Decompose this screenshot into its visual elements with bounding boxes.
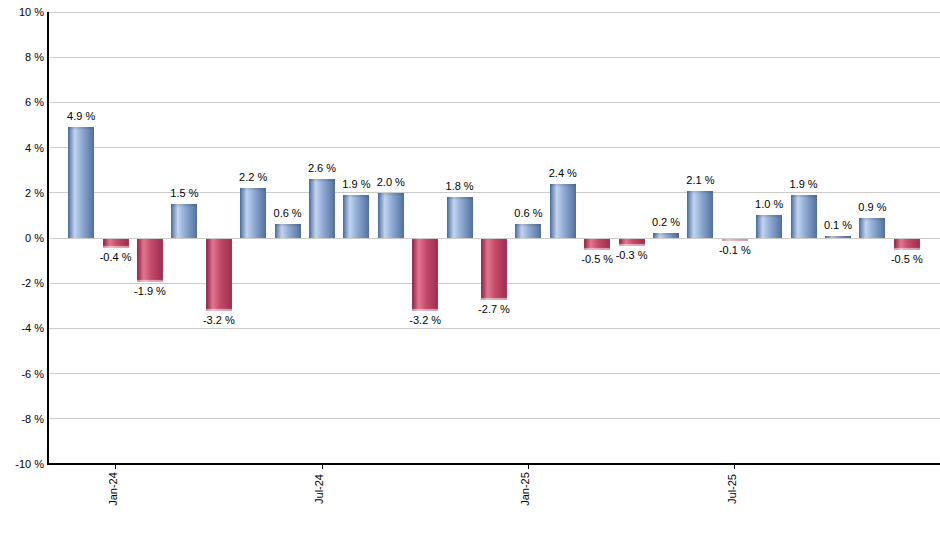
- bar[interactable]: [756, 215, 782, 238]
- bar[interactable]: [859, 218, 885, 238]
- bar-value-label: -0.4 %: [100, 251, 132, 264]
- bar-value-label: -0.3 %: [616, 249, 648, 262]
- bar-value-label: -0.1 %: [719, 244, 751, 257]
- bar-value-label: 0.1 %: [824, 219, 852, 232]
- bar-value-label: 0.6 %: [274, 207, 302, 220]
- gridline: [48, 12, 940, 13]
- bar[interactable]: [137, 239, 163, 282]
- gridline: [48, 373, 940, 374]
- y-axis-tick-label: 4 %: [0, 142, 44, 154]
- bar-value-label: 0.6 %: [514, 207, 542, 220]
- y-axis-tick-label: -6 %: [0, 368, 44, 380]
- gridline: [48, 102, 940, 103]
- bar-value-label: -3.2 %: [409, 314, 441, 327]
- bar[interactable]: [515, 224, 541, 238]
- gridline: [48, 328, 940, 329]
- x-axis-tick-label: Jul-24: [313, 474, 325, 504]
- bar[interactable]: [309, 179, 335, 238]
- x-axis-tick-label: Jan-24: [107, 472, 119, 506]
- x-axis-tick: [322, 464, 323, 469]
- bar-value-label: -0.5 %: [581, 253, 613, 266]
- bar-value-label: -2.7 %: [478, 303, 510, 316]
- bar[interactable]: [584, 239, 610, 250]
- x-axis-tick: [734, 464, 735, 469]
- bar[interactable]: [791, 195, 817, 238]
- bar-value-label: 1.8 %: [446, 180, 474, 193]
- bar-value-label: -3.2 %: [203, 314, 235, 327]
- bar[interactable]: [412, 239, 438, 311]
- y-axis-tick-label: 8 %: [0, 51, 44, 63]
- bar[interactable]: [825, 236, 851, 238]
- bar[interactable]: [619, 239, 645, 246]
- y-axis-tick-label: -2 %: [0, 277, 44, 289]
- y-axis-tick-label: -8 %: [0, 413, 44, 425]
- x-axis-line: [47, 463, 940, 465]
- bar-value-label: 1.9 %: [790, 178, 818, 191]
- bar-value-label: 1.5 %: [170, 187, 198, 200]
- bar[interactable]: [206, 239, 232, 311]
- x-axis-tick: [115, 464, 116, 469]
- bar-value-label: 1.9 %: [342, 178, 370, 191]
- bar-value-label: 2.4 %: [549, 167, 577, 180]
- bar-value-label: 1.0 %: [755, 198, 783, 211]
- bar[interactable]: [343, 195, 369, 238]
- bar[interactable]: [481, 239, 507, 300]
- monthly-returns-bar-chart: 10 % 8 % 6 % 4 % 2 % 0 % -2 % -4 % -6 % -8 % -10 %…: [0, 0, 940, 550]
- y-axis-tick-label: 10 %: [0, 6, 44, 18]
- bar-value-label: -1.9 %: [134, 285, 166, 298]
- bar[interactable]: [378, 193, 404, 238]
- bar[interactable]: [894, 239, 920, 250]
- bar[interactable]: [550, 184, 576, 238]
- bar-value-label: 2.2 %: [239, 171, 267, 184]
- bar[interactable]: [687, 191, 713, 238]
- x-axis-tick: [528, 464, 529, 469]
- bar-value-label: 2.1 %: [686, 174, 714, 187]
- bar-value-label: 2.6 %: [308, 162, 336, 175]
- bar[interactable]: [68, 127, 94, 238]
- y-axis-tick-label: -10 %: [0, 458, 44, 470]
- gridline: [48, 57, 940, 58]
- bar-value-label: 2.0 %: [377, 176, 405, 189]
- y-axis-tick-label: -4 %: [0, 322, 44, 334]
- bar[interactable]: [275, 224, 301, 238]
- bar[interactable]: [653, 233, 679, 238]
- bar-value-label: -0.5 %: [891, 253, 923, 266]
- bar[interactable]: [171, 204, 197, 238]
- bar[interactable]: [447, 197, 473, 238]
- bar[interactable]: [240, 188, 266, 238]
- y-axis-line: [47, 12, 49, 465]
- bar-value-label: 0.9 %: [858, 201, 886, 214]
- bar-value-label: 4.9 %: [67, 110, 95, 123]
- y-axis-tick-label: 6 %: [0, 96, 44, 108]
- gridline: [48, 147, 940, 148]
- x-axis-tick-label: Jul-25: [726, 474, 738, 504]
- y-axis-tick-label: 0 %: [0, 232, 44, 244]
- y-axis-tick-label: 2 %: [0, 187, 44, 199]
- bar[interactable]: [722, 239, 748, 241]
- x-axis-tick-label: Jan-25: [519, 472, 531, 506]
- bar-value-label: 0.2 %: [652, 216, 680, 229]
- bar[interactable]: [103, 239, 129, 248]
- gridline: [48, 418, 940, 419]
